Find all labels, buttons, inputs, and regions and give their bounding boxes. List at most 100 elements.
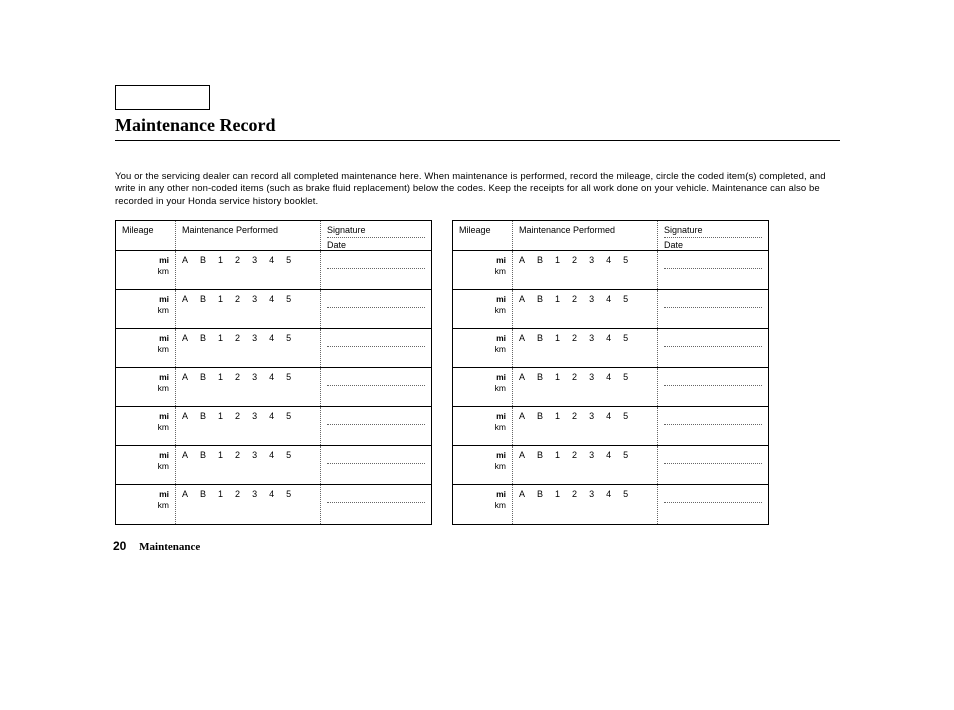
unit-mi: mi (159, 411, 169, 421)
code-B: B (200, 255, 206, 285)
instructions-text: You or the servicing dealer can record a… (115, 171, 840, 208)
cell-mileage: mikm (453, 446, 513, 484)
code-A: A (519, 450, 525, 480)
unit-mi: mi (159, 489, 169, 499)
maintenance-table: MileageMaintenance PerformedSignatureDat… (115, 220, 432, 525)
code-1: 1 (218, 411, 223, 441)
cell-signature (321, 485, 431, 524)
code-2: 2 (572, 294, 577, 324)
code-2: 2 (235, 333, 240, 363)
unit-km: km (495, 422, 506, 432)
cell-signature (658, 368, 768, 406)
code-4: 4 (606, 450, 611, 480)
code-4: 4 (606, 411, 611, 441)
cell-mileage: mikm (116, 446, 176, 484)
code-3: 3 (252, 411, 257, 441)
unit-mi: mi (496, 372, 506, 382)
code-2: 2 (572, 372, 577, 402)
code-1: 1 (218, 255, 223, 285)
cell-signature (321, 368, 431, 406)
table-row: mikmAB12345 (116, 290, 431, 329)
cell-signature (658, 407, 768, 445)
header-signature: SignatureDate (321, 221, 431, 250)
signature-label: Signature (664, 225, 762, 238)
unit-km: km (495, 344, 506, 354)
code-2: 2 (572, 450, 577, 480)
code-B: B (537, 411, 543, 441)
signature-line (327, 411, 425, 425)
code-5: 5 (623, 333, 628, 363)
unit-mi: mi (159, 450, 169, 460)
code-B: B (200, 489, 206, 520)
cell-mileage: mikm (453, 407, 513, 445)
cell-signature (658, 446, 768, 484)
date-label: Date (664, 240, 683, 250)
unit-km: km (158, 461, 169, 471)
signature-line (664, 411, 762, 425)
code-B: B (537, 372, 543, 402)
cell-mileage: mikm (453, 290, 513, 328)
code-5: 5 (623, 255, 628, 285)
signature-line (327, 333, 425, 347)
signature-line (664, 372, 762, 386)
code-B: B (200, 450, 206, 480)
code-3: 3 (252, 333, 257, 363)
signature-line (327, 372, 425, 386)
code-B: B (200, 294, 206, 324)
unit-km: km (495, 266, 506, 276)
code-2: 2 (235, 255, 240, 285)
code-3: 3 (589, 294, 594, 324)
code-A: A (182, 255, 188, 285)
cell-codes: AB12345 (513, 368, 658, 406)
cell-signature (658, 329, 768, 367)
page-number: 20 (113, 539, 126, 553)
table-row: mikmAB12345 (453, 485, 768, 524)
cell-codes: AB12345 (176, 407, 321, 445)
cell-mileage: mikm (116, 290, 176, 328)
code-1: 1 (555, 411, 560, 441)
code-5: 5 (623, 489, 628, 520)
table-row: mikm AB12345 (116, 485, 431, 524)
code-A: A (182, 372, 188, 402)
code-3: 3 (589, 489, 594, 520)
code-4: 4 (269, 255, 274, 285)
cell-signature (321, 446, 431, 484)
signature-line (327, 450, 425, 464)
code-B: B (200, 411, 206, 441)
code-4: 4 (269, 489, 274, 520)
unit-mi: mi (496, 450, 506, 460)
cell-codes: AB12345 (513, 407, 658, 445)
code-3: 3 (252, 255, 257, 285)
code-2: 2 (572, 255, 577, 285)
code-1: 1 (555, 450, 560, 480)
unit-km: km (158, 344, 169, 354)
cell-codes: AB12345 (513, 290, 658, 328)
code-A: A (519, 411, 525, 441)
code-4: 4 (606, 255, 611, 285)
page-title: Maintenance Record (115, 115, 840, 141)
code-1: 1 (555, 294, 560, 324)
table-row: mikmAB12345 (453, 290, 768, 329)
table-row: mikmAB12345 (116, 368, 431, 407)
unit-km: km (158, 500, 169, 510)
signature-line (664, 489, 762, 503)
code-5: 5 (286, 294, 291, 324)
code-2: 2 (235, 294, 240, 324)
code-A: A (519, 489, 525, 520)
code-2: 2 (572, 333, 577, 363)
cell-codes: AB12345 (176, 485, 321, 524)
code-4: 4 (269, 333, 274, 363)
cell-signature (321, 251, 431, 289)
header-mileage: Mileage (116, 221, 176, 250)
signature-line (327, 489, 425, 503)
unit-mi: mi (159, 333, 169, 343)
code-5: 5 (286, 450, 291, 480)
code-3: 3 (589, 450, 594, 480)
code-5: 5 (286, 411, 291, 441)
cell-mileage: mikm (453, 368, 513, 406)
code-5: 5 (623, 294, 628, 324)
code-3: 3 (252, 450, 257, 480)
code-1: 1 (218, 372, 223, 402)
cell-codes: AB12345 (176, 329, 321, 367)
code-5: 5 (623, 372, 628, 402)
